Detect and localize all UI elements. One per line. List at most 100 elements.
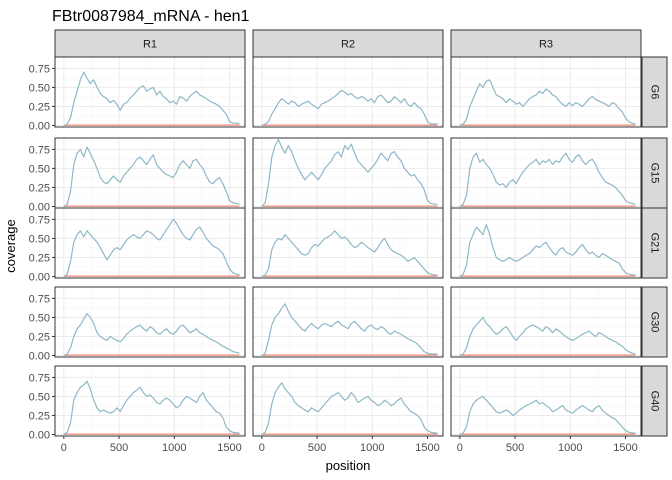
coverage-line	[261, 138, 438, 207]
column-strip-R2	[252, 29, 444, 58]
panel-G30-R2	[252, 286, 444, 358]
panel-border	[54, 365, 246, 437]
panel-G21-R1: 0.00 0.25 0.50 0.75	[29, 207, 246, 283]
coverage-line	[63, 71, 240, 127]
x-tick-label: 1500	[613, 442, 637, 454]
coverage-line	[261, 382, 438, 435]
y-tick-label: 0.50	[29, 312, 50, 324]
panel-border	[252, 207, 444, 279]
y-tick-label: 0.50	[29, 163, 50, 175]
y-tick-label: 0.00	[29, 271, 50, 283]
x-tick-label: 1000	[558, 442, 582, 454]
y-tick-label: 0.00	[29, 201, 50, 213]
panel-background	[55, 366, 245, 436]
x-axis-label: position	[326, 458, 371, 473]
coverage-line	[261, 89, 438, 127]
row-strip-label-G21: G21	[649, 233, 661, 254]
row-strip-G30	[641, 286, 668, 358]
coverage-line	[459, 224, 636, 277]
y-tick-label: 0.00	[29, 120, 50, 132]
chart-title: FBtr0087984_mRNA - hen1	[52, 8, 250, 25]
panel-G21-R3	[450, 207, 642, 279]
panel-border	[252, 56, 444, 128]
coverage-line	[63, 313, 240, 357]
y-tick-label: 0.75	[29, 63, 50, 75]
y-tick-label: 0.50	[29, 82, 50, 94]
panel-background	[55, 138, 245, 208]
panel-G40-R1: 0.00 0.25 0.50 0.75 0 500 1000 1500	[29, 365, 246, 454]
panel-border	[54, 56, 246, 128]
facet-panels: R1 R2 R3G6G15G21G30G400.000.250.500.750.00…	[29, 29, 668, 454]
column-strip-R1	[54, 29, 246, 58]
panel-G15-R3	[450, 137, 642, 209]
y-axis-label: coverage	[3, 219, 18, 272]
panel-G40-R3: 0 500 1000 1500	[450, 365, 642, 454]
row-strip-G40	[641, 365, 668, 437]
coverage-line	[459, 395, 636, 436]
coverage-line	[261, 230, 438, 278]
x-tick-label: 500	[506, 442, 524, 454]
panel-G6-R2	[252, 56, 444, 128]
x-tick-label: 1500	[415, 442, 439, 454]
panel-border	[450, 207, 642, 279]
panel-background	[253, 366, 443, 436]
panel-background	[451, 57, 641, 127]
y-tick-label: 0.00	[29, 429, 50, 441]
y-tick-label: 0.25	[29, 101, 50, 113]
panel-border	[450, 286, 642, 358]
panel-background	[253, 208, 443, 278]
panel-border	[252, 286, 444, 358]
row-strip-G6	[641, 56, 668, 128]
panel-background	[451, 138, 641, 208]
row-strip-label-G15: G15	[649, 163, 661, 184]
panel-G40-R2: 0 500 1000 1500	[252, 365, 444, 454]
panel-G30-R1: 0.00 0.25 0.50 0.75	[29, 286, 246, 362]
panel-G6-R3	[450, 56, 642, 128]
panel-background	[55, 208, 245, 278]
coverage-line	[459, 79, 636, 127]
panel-background	[253, 57, 443, 127]
panel-border	[450, 56, 642, 128]
y-tick-label: 0.75	[29, 144, 50, 156]
panel-G15-R1: 0.00 0.25 0.50 0.75	[29, 137, 246, 213]
panel-G6-R1: 0.00 0.25 0.50 0.75	[29, 56, 246, 132]
y-tick-label: 0.75	[29, 214, 50, 226]
column-strip-label-R3: R3	[539, 39, 553, 51]
row-strip-label-G40: G40	[649, 391, 661, 412]
panel-border	[252, 365, 444, 437]
coverage-line	[63, 218, 240, 277]
x-tick-label: 1500	[217, 442, 241, 454]
x-tick-label: 0	[259, 442, 265, 454]
row-strip-label-G30: G30	[649, 312, 661, 333]
x-tick-label: 1000	[162, 442, 186, 454]
x-tick-label: 0	[457, 442, 463, 454]
column-strip-label-R2: R2	[341, 39, 355, 51]
y-tick-label: 0.00	[29, 350, 50, 362]
x-tick-label: 500	[110, 442, 128, 454]
y-tick-label: 0.50	[29, 233, 50, 245]
row-strip-label-G6: G6	[649, 85, 661, 100]
panel-background	[55, 57, 245, 127]
row-strip-G21	[641, 207, 668, 279]
panel-G30-R3	[450, 286, 642, 358]
panel-border	[54, 207, 246, 279]
coverage-line	[63, 146, 240, 207]
coverage-line	[63, 380, 240, 435]
panel-border	[450, 365, 642, 437]
y-tick-label: 0.25	[29, 182, 50, 194]
x-tick-label: 0	[61, 442, 67, 454]
coverage-line	[261, 303, 438, 356]
panel-background	[253, 287, 443, 357]
panel-G15-R2	[252, 137, 444, 209]
x-tick-label: 1000	[360, 442, 384, 454]
column-strip-label-R1: R1	[143, 39, 157, 51]
y-tick-label: 0.50	[29, 391, 50, 403]
y-tick-label: 0.75	[29, 372, 50, 384]
panel-border	[54, 286, 246, 358]
y-tick-label: 0.25	[29, 252, 50, 264]
column-strip-R3	[450, 29, 642, 58]
x-tick-label: 500	[308, 442, 326, 454]
coverage-line	[459, 316, 636, 357]
panel-G21-R2	[252, 207, 444, 279]
